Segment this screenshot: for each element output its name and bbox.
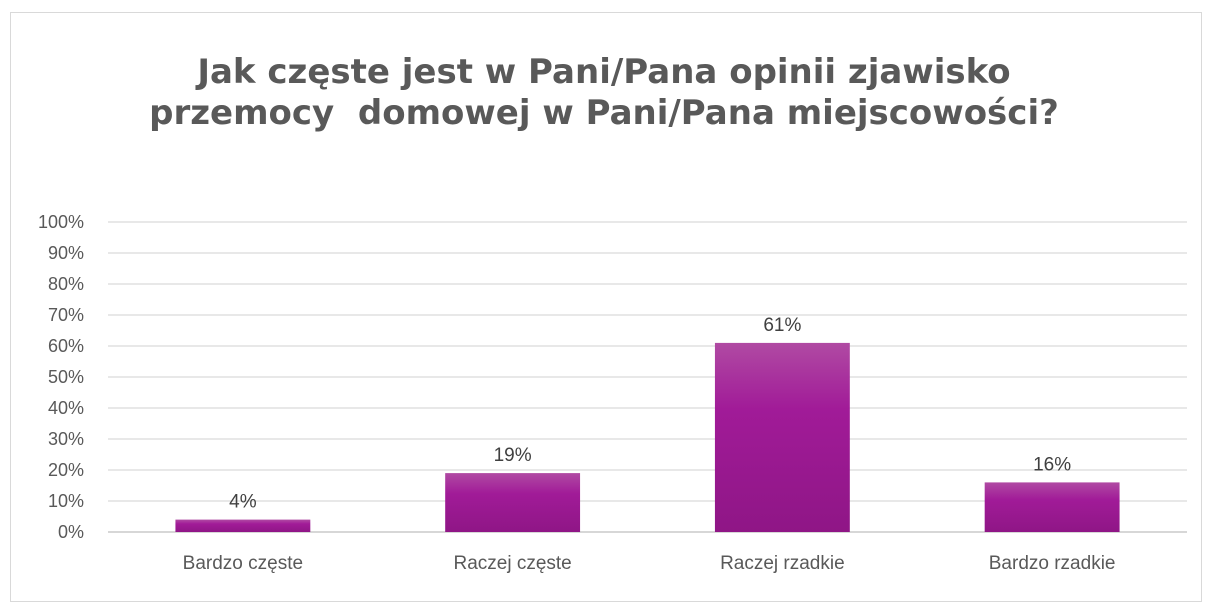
y-tick-label: 50% — [48, 367, 84, 387]
bar — [175, 519, 311, 532]
y-tick-label: 70% — [48, 305, 84, 325]
chart-title: Jak częste jest w Pani/Pana opinii zjawi… — [0, 52, 1208, 134]
y-tick-label: 80% — [48, 274, 84, 294]
bars — [175, 342, 1120, 532]
y-tick-label: 20% — [48, 460, 84, 480]
y-tick-label: 60% — [48, 336, 84, 356]
x-category-label: Raczej częste — [453, 553, 571, 574]
y-tick-label: 10% — [48, 491, 84, 511]
chart-title-line-2: przemocy domowej w Pani/Pana miejscowośc… — [149, 92, 1059, 133]
bar-value-label: 19% — [494, 445, 532, 466]
bar-value-label: 61% — [763, 315, 801, 336]
x-category-label: Bardzo rzadkie — [989, 553, 1116, 574]
bar-value-label: 16% — [1033, 454, 1071, 475]
x-category-label: Bardzo częste — [183, 553, 303, 574]
chart-title-line-1: Jak częste jest w Pani/Pana opinii zjawi… — [197, 52, 1011, 92]
bar-value-label: 4% — [229, 492, 257, 513]
bar — [445, 473, 581, 532]
y-tick-label: 40% — [48, 398, 84, 418]
bar — [984, 482, 1120, 532]
y-axis-ticks: 0% 10% 20% 30% 40% 50% 60% 70% 80% 90% 100% — [38, 212, 84, 542]
data-labels: 4% 19% 61% 16% — [229, 315, 1071, 513]
y-tick-label: 100% — [38, 212, 84, 232]
x-axis-categories: Bardzo częste Raczej częste Raczej rzadkie… — [183, 553, 1116, 574]
bar — [714, 342, 850, 532]
y-tick-label: 0% — [58, 522, 84, 542]
y-tick-label: 30% — [48, 429, 84, 449]
x-category-label: Raczej rzadkie — [720, 553, 845, 574]
y-tick-label: 90% — [48, 243, 84, 263]
